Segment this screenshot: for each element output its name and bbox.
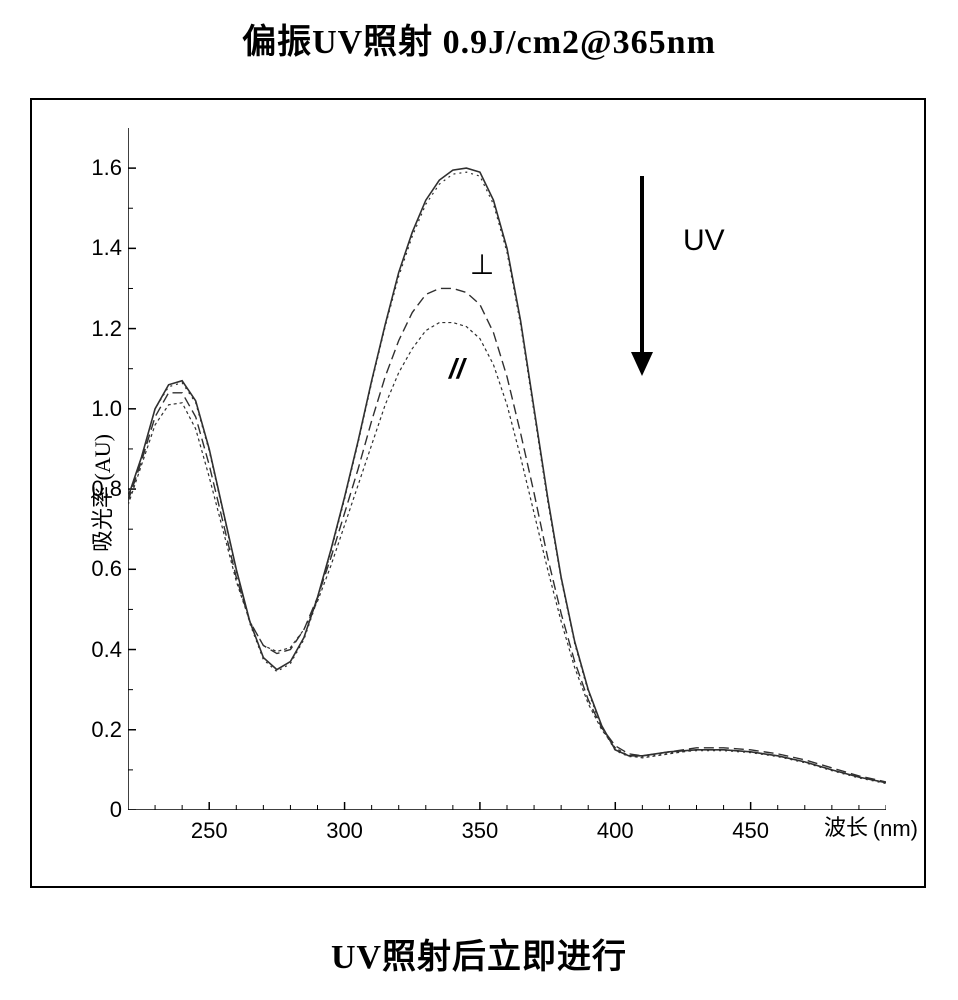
- page-footer: UV照射后立即进行: [0, 929, 958, 978]
- para-symbol-label: //: [449, 353, 465, 385]
- chart-container: 吸光率 (AU) 波长 (nm) ⊥ // UV 00.20.40.60.81.…: [30, 98, 926, 888]
- x-tick-label: 300: [326, 818, 363, 844]
- y-tick-label: 0.6: [62, 556, 122, 582]
- series-before-para: [128, 172, 886, 783]
- x-tick-label: 400: [597, 818, 634, 844]
- y-tick-label: 0.8: [62, 476, 122, 502]
- series-before-perp: [128, 168, 886, 783]
- y-tick-label: 1.4: [62, 235, 122, 261]
- arrow-down-icon: [629, 176, 655, 376]
- uv-arrow-label: UV: [683, 224, 725, 258]
- x-tick-label: 450: [732, 818, 769, 844]
- perp-symbol-label: ⊥: [470, 248, 494, 281]
- plot-area: ⊥ // UV: [128, 128, 886, 810]
- page: 偏振UV照射 0.9J/cm2@365nm 吸光率 (AU) 波长 (nm) ⊥…: [0, 0, 958, 1000]
- y-tick-label: 1.0: [62, 396, 122, 422]
- x-tick-label: 250: [191, 818, 228, 844]
- series-after-para: [128, 323, 886, 783]
- uv-arrow: [629, 176, 655, 376]
- y-tick-label: 1.2: [62, 316, 122, 342]
- x-axis-label: 波长: [824, 810, 868, 842]
- x-tick-label: 350: [462, 818, 499, 844]
- y-tick-label: 1.6: [62, 155, 122, 181]
- x-axis-unit: (nm): [873, 816, 918, 842]
- y-tick-label: 0.4: [62, 637, 122, 663]
- y-tick-label: 0.2: [62, 717, 122, 743]
- plot-svg: [128, 128, 886, 810]
- series-after-perp: [128, 288, 886, 781]
- page-title: 偏振UV照射 0.9J/cm2@365nm: [0, 14, 958, 63]
- y-tick-label: 0: [62, 797, 122, 823]
